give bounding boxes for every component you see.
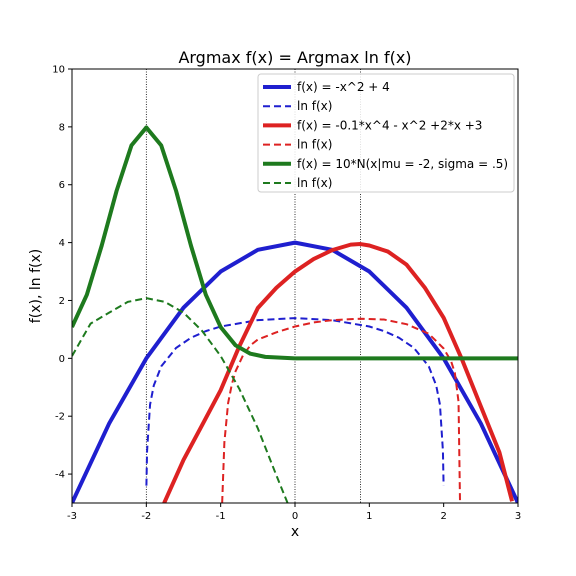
series-line-6 [72, 297, 289, 503]
legend-label-2: ln f(x) [297, 99, 332, 113]
x-tick-label: 2 [440, 511, 446, 522]
x-axis-label: x [291, 524, 299, 540]
series-line-3 [162, 242, 514, 503]
x-tick-label: -2 [141, 511, 151, 522]
x-tick-label: -3 [67, 511, 77, 522]
legend-label-6: ln f(x) [297, 176, 332, 190]
y-tick-label: 4 [59, 238, 65, 249]
x-tick-label: 3 [515, 511, 521, 522]
series-line-4 [221, 317, 462, 503]
legend-label-5: f(x) = 10*N(x|mu = -2, sigma = .5) [297, 157, 508, 171]
y-tick-label: -2 [55, 412, 65, 423]
y-tick-label: 2 [59, 296, 65, 307]
legend-label-1: f(x) = -x^2 + 4 [297, 80, 390, 94]
legend: f(x) = -x^2 + 4 ln f(x) f(x) = -0.1*x^4 - … [257, 73, 515, 193]
x-tick-label: 0 [292, 511, 298, 522]
y-tick-label: 0 [59, 354, 65, 365]
legend-items: f(x) = -x^2 + 4 ln f(x) f(x) = -0.1*x^4 - … [263, 80, 508, 190]
series-line-2 [145, 317, 445, 486]
y-tick-label: -4 [55, 470, 65, 481]
series-group [72, 125, 518, 503]
x-axis-ticks: -3 -2 -1 0 1 2 3 [67, 503, 521, 522]
y-axis-label: f(x), ln f(x) [28, 249, 44, 323]
chart-title: Argmax f(x) = Argmax ln f(x) [178, 48, 411, 67]
x-tick-label: 1 [366, 511, 372, 522]
series-line-5 [72, 125, 518, 361]
y-tick-label: 10 [52, 65, 65, 76]
y-axis-ticks: -4 -2 0 2 4 6 8 10 [52, 65, 72, 481]
legend-frame [257, 73, 515, 193]
y-tick-label: 6 [59, 180, 65, 191]
legend-label-3: f(x) = -0.1*x^4 - x^2 +2*x +3 [297, 118, 482, 132]
legend-label-4: ln f(x) [297, 138, 332, 152]
y-tick-label: 8 [59, 122, 65, 133]
x-tick-label: -1 [216, 511, 226, 522]
